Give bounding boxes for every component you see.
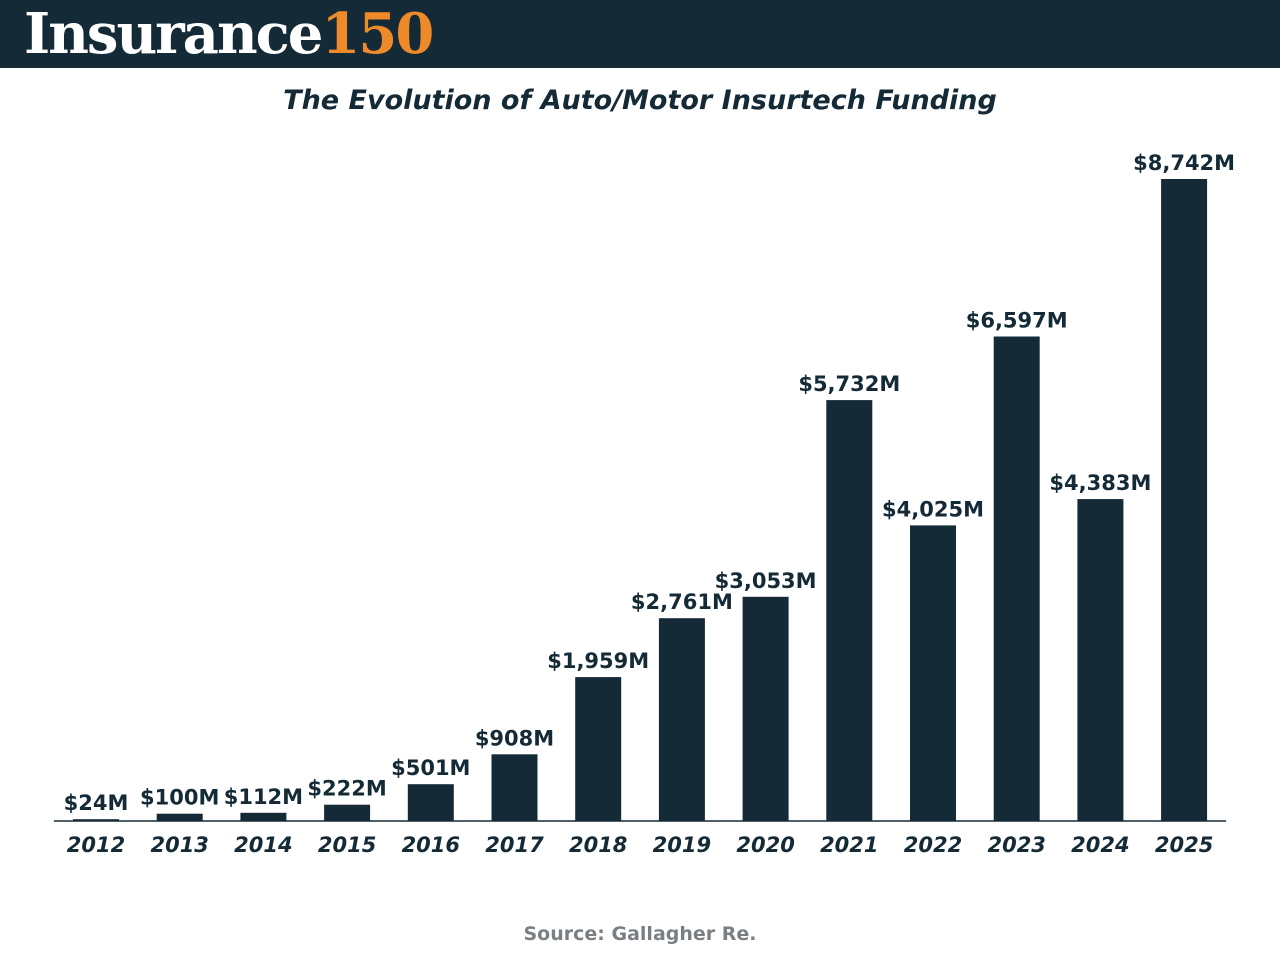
value-label-2022: $4,025M (882, 497, 984, 521)
tick-labels-group: 2012 2013 2014 2015 2016 2017 2018 2019 2020 2021… (67, 833, 1214, 857)
logo-word: Insurance (24, 1, 323, 67)
tick-label-2014: 2014 (234, 833, 292, 857)
header-bar: Insurance150 (0, 0, 1280, 68)
bar-chart: $24M $100M $112M $222M$501M$908M $1,959M $2,7… (54, 151, 1235, 857)
value-label-2018: $1,959M (547, 649, 649, 673)
tick-label-2021: 2021 (820, 833, 878, 857)
tick-label-2023: 2023 (987, 833, 1045, 857)
source-note: Source: Gallagher Re. (523, 923, 757, 945)
value-label-2024: $4,383M (1049, 471, 1151, 495)
value-label-2012: $24M (64, 791, 129, 815)
bar-2014 (240, 812, 287, 821)
bar-2015 (324, 804, 371, 821)
tick-label-2018: 2018 (569, 833, 627, 857)
value-labels-group: $24M $100M $112M $222M$501M$908M $1,959M $2,7… (64, 151, 1235, 815)
value-label-2016: $501M (391, 756, 470, 780)
bar-2012 (73, 819, 119, 821)
tick-label-2022: 2022 (904, 833, 962, 857)
bar-2017 (491, 754, 538, 821)
bar-2021 (826, 400, 873, 821)
value-label-2013: $100M (140, 786, 219, 810)
value-label-2015: $222M (307, 777, 386, 801)
tick-label-2013: 2013 (150, 833, 208, 857)
bar-2020 (742, 596, 789, 821)
tick-label-2015: 2015 (318, 833, 376, 857)
tick-label-2025: 2025 (1155, 833, 1213, 857)
bar-2024 (1077, 499, 1124, 821)
value-label-2021: $5,732M (798, 372, 900, 396)
bar-2016 (407, 784, 454, 821)
bar-2013 (156, 813, 203, 821)
tick-label-2024: 2024 (1071, 833, 1129, 857)
bar-2022 (910, 525, 956, 821)
brand-logo: Insurance150 (24, 1, 434, 67)
chart-title: The Evolution of Auto/Motor Insurtech Fu… (283, 85, 997, 116)
bar-2025 (1161, 179, 1208, 821)
value-label-2025: $8,742M (1133, 151, 1235, 175)
value-label-2017: $908M (475, 726, 554, 750)
tick-label-2020: 2020 (736, 833, 794, 857)
bar-2023 (993, 336, 1040, 821)
value-label-2019: $2,761M (631, 590, 733, 614)
value-label-2023: $6,597M (966, 309, 1068, 333)
value-label-2014: $112M (224, 785, 303, 809)
logo-number: 150 (321, 1, 434, 67)
tick-label-2012: 2012 (67, 833, 125, 857)
value-label-2020: $3,053M (715, 569, 817, 593)
bar-2019 (658, 618, 705, 821)
bar-2018 (575, 677, 622, 821)
bars-group (73, 179, 1208, 821)
tick-label-2019: 2019 (653, 833, 711, 857)
tick-label-2016: 2016 (402, 833, 460, 857)
tick-label-2017: 2017 (485, 833, 544, 857)
